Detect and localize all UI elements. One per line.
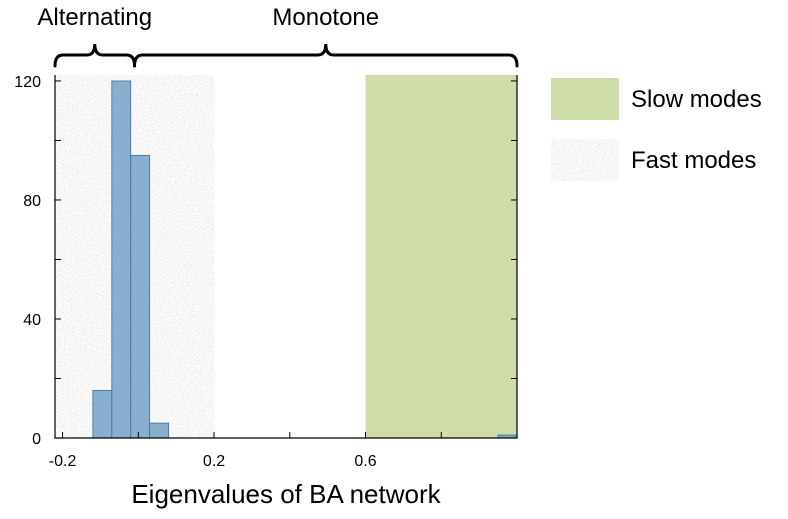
axes	[54, 75, 518, 439]
legend: Slow modes Fast modes	[551, 78, 762, 181]
y-tick-label: 120	[14, 74, 41, 91]
brace-monotone	[133, 43, 519, 68]
histogram-bar	[130, 154, 151, 439]
histogram-bar	[92, 389, 113, 439]
axis-ticks	[55, 80, 518, 439]
x-tick-label: 0.6	[354, 453, 376, 470]
brace-alternating	[53, 43, 137, 68]
y-tick-label: 40	[23, 312, 41, 329]
y-tick-label: 0	[32, 431, 41, 448]
axes-frame	[54, 75, 518, 439]
x-tick-label: 0.2	[203, 453, 225, 470]
brace-label-alternating: Alternating	[37, 4, 152, 31]
legend-swatch-fast-modes	[551, 139, 619, 181]
legend-label-slow-modes: Slow modes	[631, 86, 762, 113]
histogram-bar	[111, 80, 132, 439]
y-tick-label: 80	[23, 193, 41, 210]
region-slow-modes	[365, 75, 517, 438]
y-tick-labels: 0 40 80 120	[14, 74, 41, 448]
x-tick-label: -0.2	[49, 453, 77, 470]
x-tick-labels: -0.2 0.2 0.6	[49, 453, 377, 470]
histogram-bar	[149, 422, 170, 439]
range-braces: Alternating Monotone	[37, 4, 519, 68]
legend-swatch-slow-modes	[551, 78, 619, 120]
shaded-regions	[55, 75, 517, 438]
legend-label-fast-modes: Fast modes	[631, 147, 756, 174]
histogram-bars	[92, 80, 518, 439]
brace-label-monotone: Monotone	[272, 4, 379, 31]
x-axis-label: Eigenvalues of BA network	[131, 479, 441, 509]
